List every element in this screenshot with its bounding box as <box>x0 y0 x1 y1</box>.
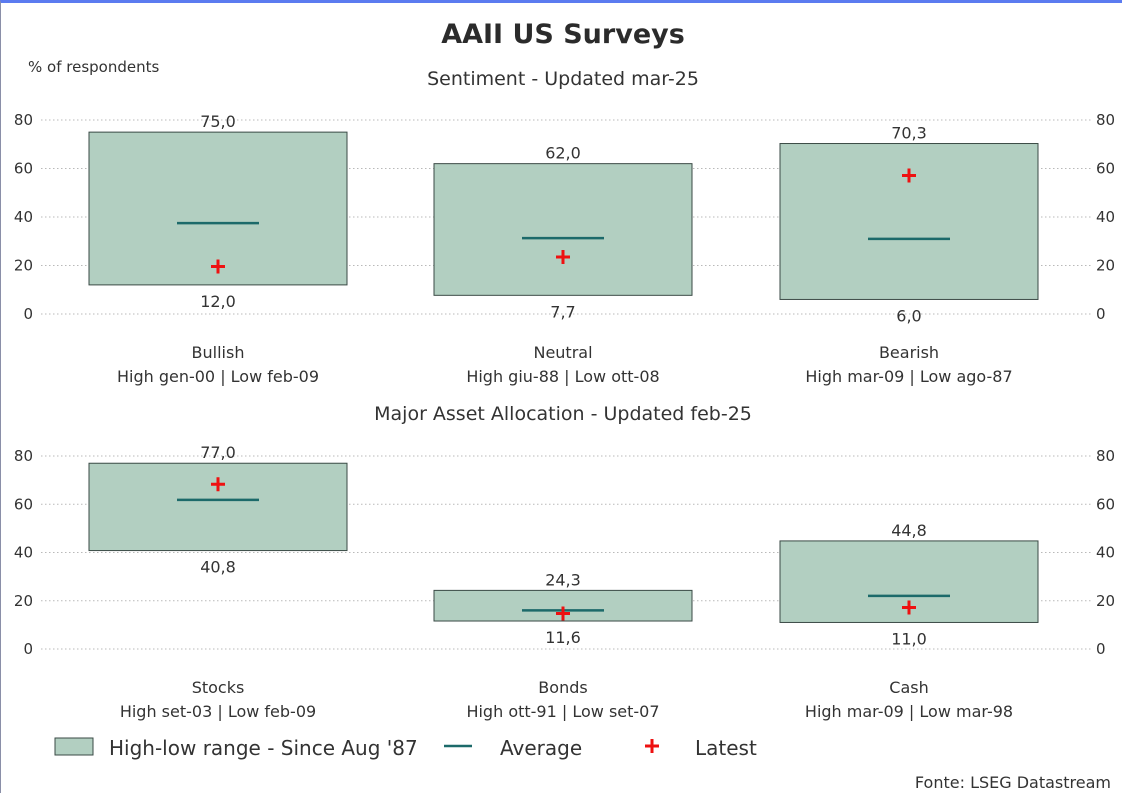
low-value-label: 11,6 <box>545 628 581 647</box>
y-tick-label-right: 0 <box>1096 640 1106 658</box>
category-period-label: High ott-91 | Low set-07 <box>466 702 659 721</box>
latest-marker-bearish <box>902 168 916 183</box>
range-box-neutral <box>433 163 693 296</box>
panel-1-title: Sentiment - Updated mar-25 <box>427 68 699 90</box>
source-note: Fonte: LSEG Datastream <box>915 773 1111 792</box>
y-tick-label-left: 40 <box>14 544 33 562</box>
low-value-label: 40,8 <box>200 558 236 577</box>
y-tick-label-right: 80 <box>1096 111 1115 129</box>
legend: High-low range - Since Aug '87 Average L… <box>54 736 757 760</box>
legend-average-label: Average <box>500 736 582 760</box>
y-tick-label-left: 60 <box>14 495 33 513</box>
low-value-label: 11,0 <box>891 629 927 648</box>
y-tick-label-left: 60 <box>14 160 33 178</box>
panel-1: 0 0 20 20 40 40 60 60 80 80 75,0 12,0 Bullish High ge… <box>14 111 1115 386</box>
legend-range-label: High-low range - Since Aug '87 <box>109 736 418 760</box>
legend-latest-swatch <box>645 739 659 753</box>
y-tick-label-left: 20 <box>14 592 33 610</box>
category-period-label: High giu-88 | Low ott-08 <box>466 367 659 386</box>
y-tick-label-right: 20 <box>1096 257 1115 275</box>
high-value-label: 62,0 <box>545 144 581 163</box>
y-tick-label-right: 60 <box>1096 160 1115 178</box>
y-tick-label-right: 60 <box>1096 495 1115 513</box>
y-tick-label-left: 20 <box>14 257 33 275</box>
range-box-stocks <box>88 462 348 552</box>
y-tick-label-left: 80 <box>14 111 33 129</box>
category-label: Bullish <box>192 343 245 362</box>
y-tick-label-left: 0 <box>23 305 33 323</box>
y-tick-label-right: 80 <box>1096 447 1115 465</box>
legend-range-swatch <box>54 737 94 756</box>
chart-canvas: AAII US Surveys % of respondents Sentime… <box>14 19 1115 792</box>
range-box-bearish <box>779 143 1039 300</box>
chart-title: AAII US Surveys <box>441 19 685 50</box>
panel-2-title: Major Asset Allocation - Updated feb-25 <box>374 403 752 425</box>
low-value-label: 7,7 <box>550 302 575 321</box>
y-tick-label-left: 0 <box>23 640 33 658</box>
latest-marker-stocks <box>211 477 225 492</box>
category-label: Cash <box>889 678 928 697</box>
category-label: Bonds <box>538 678 587 697</box>
category-period-label: High mar-09 | Low mar-98 <box>805 702 1013 721</box>
category-period-label: High gen-00 | Low feb-09 <box>117 367 319 386</box>
high-value-label: 75,0 <box>200 112 236 131</box>
latest-marker-cash <box>902 600 916 615</box>
y-tick-label-right: 40 <box>1096 544 1115 562</box>
low-value-label: 12,0 <box>200 292 236 311</box>
category-label: Neutral <box>533 343 592 362</box>
panel-2: 0 0 20 20 40 40 60 60 80 80 77,0 40,8 Stocks High set… <box>14 443 1115 721</box>
high-value-label: 24,3 <box>545 570 581 589</box>
panels: 0 0 20 20 40 40 60 60 80 80 75,0 12,0 Bullish High ge… <box>14 111 1115 721</box>
high-value-label: 70,3 <box>891 124 927 143</box>
y-tick-label-right: 0 <box>1096 305 1106 323</box>
latest-marker-neutral <box>556 250 570 265</box>
high-value-label: 77,0 <box>200 443 236 462</box>
latest-marker-bonds <box>556 606 570 621</box>
latest-marker-bullish <box>211 259 225 274</box>
y-tick-label-left: 80 <box>14 447 33 465</box>
category-label: Bearish <box>879 343 939 362</box>
category-period-label: High mar-09 | Low ago-87 <box>805 367 1012 386</box>
range-box-bullish <box>88 131 348 286</box>
y-tick-label-right: 20 <box>1096 592 1115 610</box>
category-period-label: High set-03 | Low feb-09 <box>120 702 316 721</box>
y-tick-label-right: 40 <box>1096 208 1115 226</box>
low-value-label: 6,0 <box>896 306 921 325</box>
legend-latest-label: Latest <box>695 736 757 760</box>
high-value-label: 44,8 <box>891 521 927 540</box>
y-tick-label-left: 40 <box>14 208 33 226</box>
y-axis-unit-label: % of respondents <box>28 58 159 76</box>
category-label: Stocks <box>192 678 245 697</box>
